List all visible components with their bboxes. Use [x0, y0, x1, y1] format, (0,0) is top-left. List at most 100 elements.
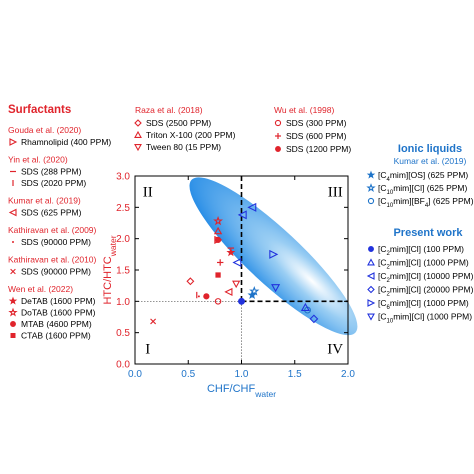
quadrant-label: II — [143, 185, 153, 201]
legend-marker — [367, 313, 375, 321]
data-point-present-work — [309, 314, 319, 324]
legend-item-label: DoTAB (1600 PPM) — [21, 308, 96, 318]
legend-author: Wu et al. (1998) — [274, 105, 334, 115]
legend-author: Raza et al. (2018) — [135, 105, 203, 115]
legend-item-label: MTAB (4600 PPM) — [21, 319, 92, 329]
data-point-surfactant — [214, 236, 222, 244]
legend-author: Kumar et al. (2019) — [8, 196, 81, 206]
data-point-surfactant — [224, 287, 233, 297]
data-point-surfactant — [213, 226, 223, 235]
legend-marker — [134, 144, 142, 152]
quadrant-label: IV — [327, 341, 343, 357]
legend-item-label: SDS (90000 PPM) — [21, 267, 91, 277]
legend-item-label: [C2mim][Cl] (100 PPM) — [378, 244, 464, 257]
legend-marker — [10, 268, 16, 275]
data-point-surfactant — [214, 298, 222, 305]
data-point-surfactant — [217, 259, 224, 266]
data-point-surfactant — [186, 277, 195, 286]
surfactants-header: Surfactants — [8, 104, 71, 116]
y-tick-label: 2.0 — [116, 234, 130, 245]
legend-marker — [134, 119, 142, 127]
legend-item-label: SDS (300 PPM) — [286, 118, 347, 128]
legend-marker — [274, 119, 282, 127]
legend-marker — [134, 130, 142, 138]
legend-marker — [367, 285, 375, 294]
x-axis-label: CHF/CHFwater — [207, 383, 276, 399]
legend-item-label: Tween 80 (15 PPM) — [146, 142, 221, 152]
legend-marker — [8, 307, 18, 317]
ionic-liquids-header: Ionic liquids — [398, 143, 462, 155]
y-tick-label: 1.5 — [116, 266, 130, 277]
legend-item-label: [C10mim][BF4] (625 PPM) — [378, 196, 474, 209]
legend-marker — [366, 170, 376, 179]
data-point-ionic-liquid — [249, 285, 260, 296]
data-point-present-work — [269, 249, 279, 259]
y-tick-label: 0.0 — [116, 360, 130, 371]
legend-item-label: SDS (2020 PPM) — [21, 178, 86, 188]
quadrant-label: III — [328, 185, 343, 201]
legend-item-label: [C10mim][Cl] (625 PPM) — [378, 183, 468, 196]
legend-marker — [275, 133, 281, 139]
legend-marker — [12, 241, 14, 243]
data-point-surfactant — [215, 272, 221, 278]
legend-item-label: CTAB (1600 PPM) — [21, 331, 91, 341]
legend-item-label: Triton X-100 (200 PPM) — [146, 130, 236, 140]
x-tick-label: 0.5 — [181, 369, 195, 380]
data-point-present-work — [238, 297, 245, 305]
legend-marker — [367, 258, 375, 266]
data-point-surfactant — [150, 318, 157, 325]
legend-marker — [366, 272, 375, 280]
data-point-present-work — [271, 284, 281, 293]
data-point-present-work — [232, 257, 242, 267]
legend-marker — [10, 321, 16, 327]
ionic-liquids-author: Kumar et al. (2019) — [394, 156, 467, 166]
x-tick-label: 1.0 — [235, 369, 249, 380]
legend-item-label: [C2mim][Cl] (1000 PPM) — [378, 258, 469, 271]
legend-author: Gouda et al. (2020) — [8, 125, 81, 135]
legend-marker — [8, 208, 17, 217]
legend-marker — [368, 246, 374, 252]
legend-layer: Surfactants Gouda et al. (2020) Rhamnolipi… — [8, 104, 474, 341]
legend-marker — [8, 296, 18, 305]
legend-item-label: [C10mim][Cl] (1000 PPM) — [378, 312, 472, 325]
quadrant-label: I — [145, 341, 150, 357]
legend-item-label: SDS (625 PPM) — [21, 208, 82, 218]
data-point-present-work — [237, 210, 247, 220]
legend-author: Wen et al. (2022) — [8, 284, 73, 294]
legend-author: Kathiravan et al. (2009) — [8, 225, 97, 235]
legend-item-label: SDS (288 PPM) — [21, 167, 82, 177]
legend-item-label: [C4mim][OS] (625 PPM) — [378, 170, 468, 183]
x-tick-label: 2.0 — [341, 369, 355, 380]
y-tick-label: 1.0 — [116, 297, 130, 308]
legend-item-label: [C2mim][Cl] (20000 PPM) — [378, 285, 474, 298]
y-tick-label: 0.5 — [116, 328, 130, 339]
data-point-surfactant — [232, 280, 241, 289]
data-point-present-work — [247, 202, 257, 212]
legend-marker — [366, 183, 376, 192]
legend-marker — [367, 197, 375, 205]
data-point-surfactant — [197, 295, 200, 298]
legend-marker — [9, 138, 18, 146]
legend-marker — [367, 299, 376, 307]
legend-author: Kathiravan et al. (2010) — [8, 255, 97, 265]
legend-item-label: [C2mim][Cl] (10000 PPM) — [378, 271, 474, 284]
y-tick-label: 3.0 — [116, 172, 130, 183]
present-work-header: Present work — [393, 227, 463, 239]
data-point-present-work — [300, 302, 310, 312]
legend-item-label: [C6mim][Cl] (1000 PPM) — [378, 298, 469, 311]
legend-marker — [10, 332, 16, 338]
legend-item-label: SDS (1200 PPM) — [286, 144, 351, 154]
legend-item-label: SDS (2500 PPM) — [146, 118, 211, 128]
x-tick-label: 1.5 — [288, 369, 302, 380]
legend-item-label: SDS (90000 PPM) — [21, 237, 91, 247]
legend-item-label: SDS (600 PPM) — [286, 131, 347, 141]
x-tick-label: 0.0 — [128, 369, 142, 380]
data-point-surfactant — [203, 293, 210, 300]
legend-author: Yin et al. (2020) — [8, 155, 68, 165]
data-point-surfactant — [226, 247, 236, 257]
legend-item-label: DeTAB (1600 PPM) — [21, 296, 96, 306]
data-point-surfactant — [213, 215, 223, 226]
legend-item-label: Rhamnolipid (400 PPM) — [21, 137, 111, 147]
